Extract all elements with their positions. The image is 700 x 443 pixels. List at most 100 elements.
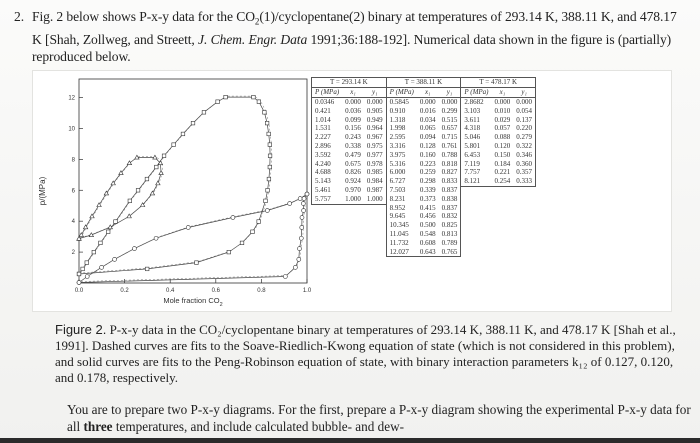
table-cell: 5.046 <box>464 133 481 142</box>
table-cell: 0.910 <box>389 106 406 115</box>
figure-caption: Figure 2. P-x-y data in the CO₂/cyclopen… <box>55 322 687 386</box>
table-cell: 0.826 <box>345 168 361 177</box>
table-cell: 0.000 <box>441 98 458 106</box>
data-point <box>267 153 273 158</box>
pxy-plot: p/(MPa) Mole fraction CO2 0.0 0.2 0.4 0.6 0.… <box>33 71 343 313</box>
table-cell: 0.150 <box>494 150 511 159</box>
y-tick-label: 12 <box>68 96 75 102</box>
data-point <box>180 131 186 137</box>
x-tick-label: 0.4 <box>166 288 175 294</box>
data-point <box>262 110 267 115</box>
table-cell: 0.421 <box>315 106 331 115</box>
table-cell: 2.595 <box>389 133 406 142</box>
table-row: 1.531 0.156 0.964 <box>312 124 386 133</box>
x-tick-label: 1.0 <box>303 288 312 294</box>
table-cell: 0.029 <box>494 115 511 124</box>
data-point <box>112 257 117 262</box>
data-point <box>256 219 261 224</box>
table-header: x₁ <box>342 87 364 98</box>
data-point <box>301 208 306 213</box>
table-row: 4.240 0.675 0.978 <box>312 160 386 169</box>
journal-name: J. Chem. Engr. Data <box>198 31 308 47</box>
table-cell: 11.732 <box>389 238 409 247</box>
table-cell: 0.977 <box>366 150 383 159</box>
plot-frame <box>78 78 308 284</box>
table-row: 3.611 0.029 0.137 <box>461 116 535 125</box>
table-row: 8.952 0.415 0.837 <box>387 204 461 213</box>
data-points <box>76 95 310 285</box>
table-cell: 5.801 <box>464 141 481 150</box>
table-header: P (MPa) <box>386 87 417 98</box>
x-tick-label: 0.2 <box>120 288 129 294</box>
data-point <box>157 160 164 166</box>
table-cell: 7.757 <box>464 168 481 177</box>
instructions-bold: three <box>83 418 113 434</box>
table-row: 1.998 0.065 0.657 <box>387 124 461 133</box>
table-cell: 1.531 <box>315 124 331 133</box>
table-cell: 0.985 <box>366 168 383 177</box>
table-cell: 1.318 <box>389 115 406 124</box>
table-row: 0.910 0.016 0.299 <box>387 107 461 116</box>
table-row: 11.045 0.548 0.813 <box>387 230 461 239</box>
data-point <box>251 95 256 100</box>
table-cell: 3.611 <box>464 115 480 124</box>
data-point <box>239 240 245 245</box>
table-cell: 0.279 <box>516 133 533 142</box>
caption-text: P-x-y data in the CO₂/cyclopentane binar… <box>55 322 676 385</box>
table-cell: 2.896 <box>315 141 331 150</box>
data-point <box>283 274 288 279</box>
table-row: 12.027 0.643 0.765 <box>387 248 461 257</box>
instructions-text: You are to prepare two P-x-y diagrams. F… <box>67 402 691 434</box>
table-cell: 11.045 <box>389 229 409 238</box>
y-tick-label: 8 <box>72 157 76 163</box>
data-point <box>144 176 150 182</box>
data-point <box>80 266 85 272</box>
data-point <box>301 201 306 206</box>
data-point <box>256 99 261 104</box>
table-row: 1.014 0.099 0.949 <box>312 116 386 125</box>
table-cell: 12.027 <box>389 247 409 256</box>
table-cell: 0.333 <box>516 177 533 186</box>
data-point <box>152 154 158 160</box>
table-header: y₁ <box>363 87 386 98</box>
table-cell: 0.657 <box>441 124 458 133</box>
table-cell: 2.227 <box>315 133 331 142</box>
table-cell: 0.987 <box>366 185 383 194</box>
data-point <box>296 257 302 262</box>
table-cell: 0.825 <box>441 221 458 230</box>
table-cell: 0.016 <box>419 106 436 115</box>
data-point <box>201 110 207 115</box>
x-tick-label: 0.6 <box>212 288 221 294</box>
table-row: 5.801 0.120 0.322 <box>461 142 535 151</box>
table-row: 6.000 0.259 0.827 <box>387 168 461 177</box>
table-cell: 0.000 <box>516 98 533 106</box>
data-point <box>299 215 305 220</box>
table-row: 5.461 0.970 0.987 <box>312 186 386 195</box>
table-cell: 4.688 <box>315 168 331 177</box>
table-cell: 0.357 <box>516 168 533 177</box>
problem-number: 2. <box>14 9 24 24</box>
table-cell: 0.339 <box>419 185 436 194</box>
table-cell: 1.000 <box>345 194 361 203</box>
problem-text-3: 1991;36:188-192]. Numerical data shown i… <box>32 31 672 64</box>
table-cell: 0.0346 <box>315 98 335 106</box>
table-cell: 0.322 <box>516 141 533 150</box>
table-row: 7.119 0.184 0.360 <box>461 160 535 169</box>
srk-dashed-curve <box>80 95 272 274</box>
srk-dashed-curve <box>80 156 163 238</box>
data-point <box>263 198 268 203</box>
data-point <box>76 280 82 285</box>
data-point <box>82 224 89 230</box>
table-header: x₁ <box>491 87 514 98</box>
table-cell: 0.000 <box>419 98 436 106</box>
table-row: 8.231 0.373 0.838 <box>387 195 461 204</box>
data-point <box>297 196 303 201</box>
data-point <box>139 202 146 207</box>
data-point <box>84 260 89 265</box>
table-cell: 7.119 <box>464 159 480 168</box>
data-point <box>287 201 292 206</box>
data-point <box>149 190 156 196</box>
table-cell: 0.360 <box>516 159 533 168</box>
table-cell: 0.975 <box>366 141 383 150</box>
